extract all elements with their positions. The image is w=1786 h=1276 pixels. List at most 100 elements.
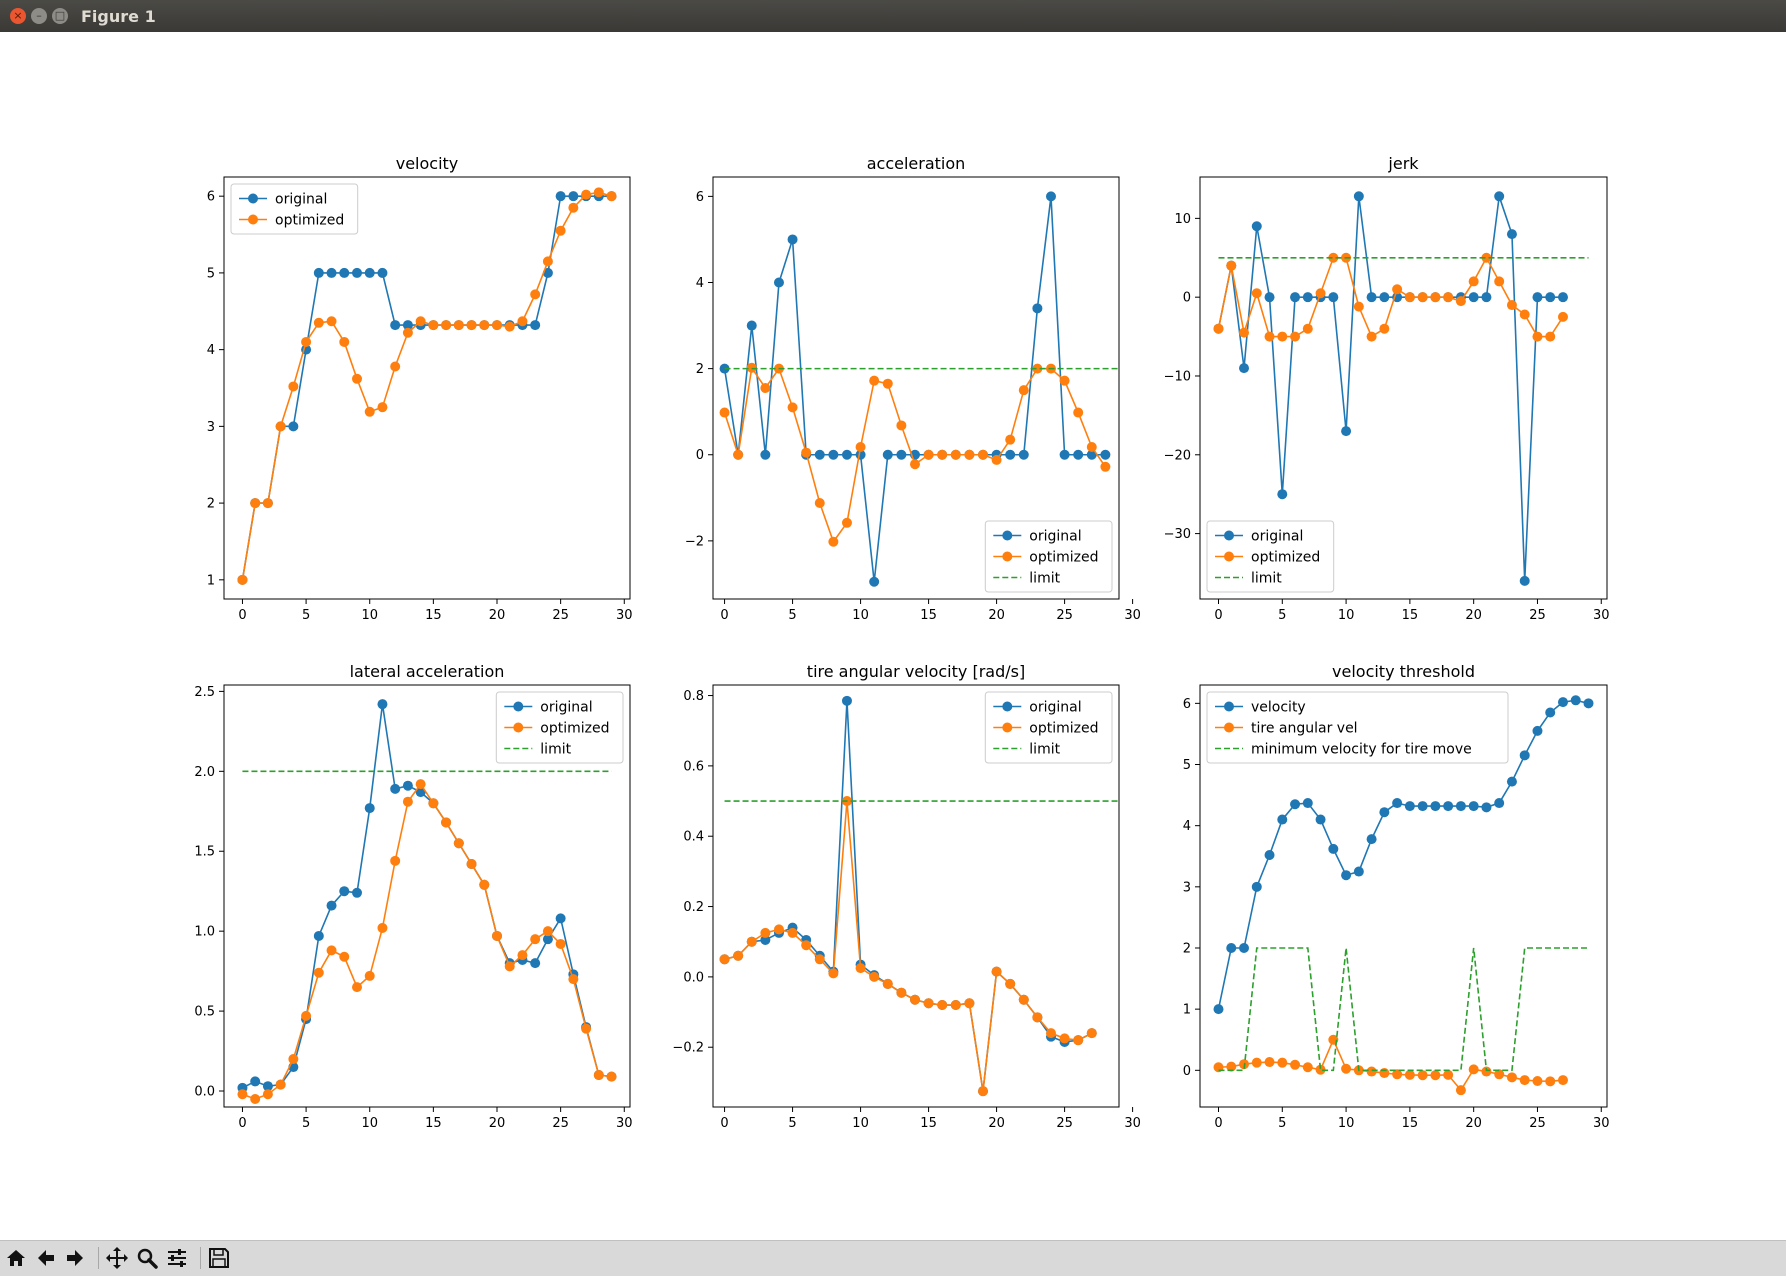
data-point	[1379, 292, 1390, 303]
y-tick-label: 5	[1183, 758, 1191, 773]
data-point	[1455, 296, 1466, 307]
data-point	[1481, 1066, 1492, 1077]
x-tick-label: 0	[1214, 1116, 1222, 1131]
y-tick-label: 0	[696, 448, 704, 463]
data-point	[1557, 311, 1568, 322]
legend-label: limit	[540, 742, 571, 758]
data-point	[402, 327, 413, 338]
home-icon[interactable]	[3, 1245, 29, 1271]
data-point	[453, 838, 464, 849]
data-point	[530, 320, 541, 331]
legend-marker	[1002, 701, 1013, 712]
data-point	[581, 189, 592, 200]
data-point	[504, 321, 515, 332]
data-point	[1583, 698, 1594, 709]
data-point	[1226, 942, 1237, 953]
x-tick-label: 25	[1056, 608, 1073, 623]
x-tick-label: 20	[988, 608, 1005, 623]
data-point	[1239, 327, 1250, 338]
data-point	[390, 783, 401, 794]
data-point	[1005, 449, 1016, 460]
y-tick-label: 6	[1183, 697, 1191, 712]
data-point	[1290, 292, 1301, 303]
data-point	[352, 373, 362, 384]
data-point	[326, 316, 337, 327]
data-point	[964, 449, 975, 460]
data-point	[828, 449, 839, 460]
data-point	[593, 187, 604, 198]
data-point	[1302, 323, 1313, 334]
data-point	[504, 961, 515, 972]
axes-frame	[223, 176, 631, 600]
data-point	[1366, 834, 1377, 845]
y-tick-label: 10	[1174, 212, 1191, 227]
data-point	[530, 289, 541, 300]
y-tick-label: 0.6	[683, 759, 704, 774]
data-point	[1018, 385, 1029, 396]
series-line-optimized	[724, 800, 1093, 1092]
data-point	[1239, 942, 1250, 953]
data-point	[1392, 798, 1403, 809]
data-point	[581, 1023, 592, 1034]
data-point	[937, 449, 948, 460]
data-point	[950, 1000, 961, 1011]
data-point	[364, 803, 375, 814]
legend-marker	[1002, 551, 1013, 562]
data-point	[787, 402, 798, 413]
data-point	[1443, 1069, 1454, 1080]
data-point	[466, 320, 477, 331]
series-line-minimum-velocity-for-tire-move	[1218, 947, 1589, 1072]
data-point	[1264, 850, 1275, 861]
x-tick-label: 20	[1465, 608, 1482, 623]
window-minimize-button[interactable]: –	[31, 8, 47, 24]
data-point	[1005, 434, 1016, 445]
data-point	[542, 934, 553, 945]
data-point	[542, 267, 553, 278]
data-point	[326, 900, 337, 911]
y-tick-label: 3	[207, 420, 215, 435]
x-tick-label: 5	[302, 1116, 310, 1131]
pan-icon[interactable]	[104, 1245, 130, 1271]
forward-arrow-icon[interactable]	[62, 1245, 88, 1271]
data-point	[1315, 814, 1326, 825]
data-point	[828, 536, 839, 547]
data-point	[1315, 288, 1326, 299]
data-point	[801, 940, 812, 951]
toolbar-separator	[200, 1247, 201, 1269]
data-point	[841, 517, 852, 528]
configure-subplots-icon[interactable]	[164, 1245, 190, 1271]
data-point	[313, 317, 324, 328]
back-arrow-icon[interactable]	[33, 1245, 59, 1271]
x-tick-label: 30	[1124, 1116, 1141, 1131]
plot-area	[719, 191, 1119, 587]
legend-box	[984, 691, 1113, 764]
data-point	[1570, 695, 1581, 706]
y-tick-label: 1	[1183, 1003, 1191, 1018]
data-point	[977, 1086, 988, 1097]
data-point	[415, 316, 426, 327]
window-close-button[interactable]: ×	[10, 8, 26, 24]
data-point	[1506, 1072, 1517, 1083]
data-point	[746, 362, 757, 373]
data-point	[1481, 802, 1492, 813]
legend-label: original	[1251, 529, 1303, 545]
data-point	[1045, 1028, 1056, 1039]
data-point	[1005, 978, 1016, 989]
y-tick-label: 0.8	[683, 689, 704, 704]
legend-marker	[1224, 530, 1234, 541]
window-maximize-button[interactable]: □	[52, 8, 68, 24]
data-point	[760, 927, 771, 938]
zoom-icon[interactable]	[134, 1245, 160, 1271]
legend-box	[1206, 691, 1509, 764]
data-point	[869, 971, 880, 982]
data-point	[555, 225, 566, 236]
x-tick-label: 25	[1056, 1116, 1073, 1131]
data-point	[453, 320, 464, 331]
data-point	[1251, 288, 1262, 299]
save-icon[interactable]	[206, 1245, 232, 1271]
data-point	[1059, 449, 1070, 460]
data-point	[814, 497, 825, 508]
data-point	[1532, 725, 1543, 736]
data-point	[1264, 292, 1275, 303]
